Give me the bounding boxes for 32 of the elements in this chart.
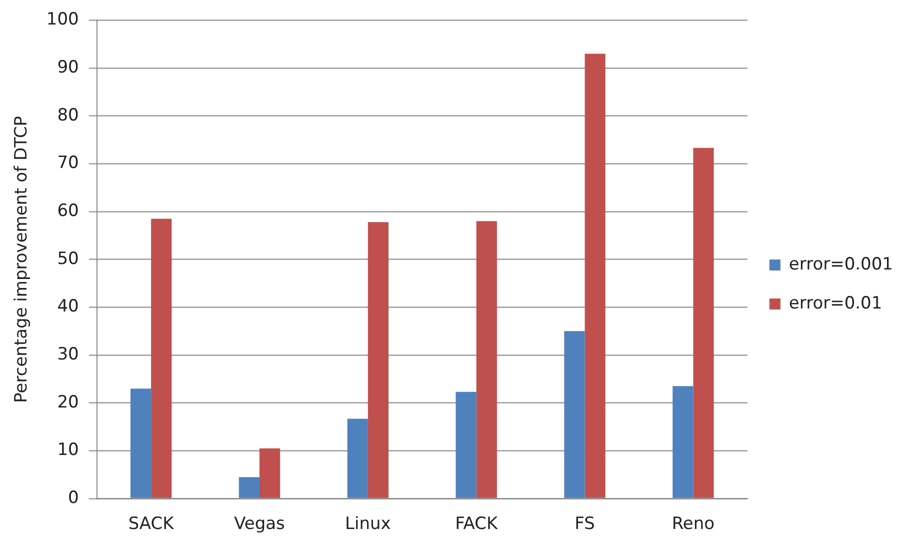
bar	[368, 222, 389, 498]
x-tick-label: Reno	[672, 514, 715, 534]
y-axis-title: Percentage improvement of DTCP	[12, 116, 32, 403]
bar	[151, 218, 172, 498]
x-tick-label: Linux	[345, 514, 391, 534]
y-tick-label: 10	[57, 440, 79, 460]
bar	[476, 221, 497, 498]
bar	[259, 448, 280, 498]
y-tick-label: 40	[57, 296, 79, 317]
y-tick-label: 70	[57, 153, 79, 174]
bar	[693, 148, 714, 498]
bar	[130, 388, 152, 498]
y-tick-label: 0	[68, 488, 79, 508]
bar	[672, 386, 694, 498]
y-tick-label: 100	[46, 10, 79, 30]
bar	[584, 54, 606, 498]
y-tick-label: 50	[57, 248, 79, 269]
y-tick-label: 20	[57, 392, 79, 412]
x-tick-label: Vegas	[234, 514, 286, 534]
legend-label: error=0.01	[788, 293, 882, 314]
x-tick-label: FS	[574, 514, 595, 534]
x-tick-label: FACK	[455, 514, 498, 534]
x-tick-label: SACK	[128, 514, 175, 534]
y-tick-label: 90	[57, 57, 79, 78]
bar	[456, 392, 476, 498]
y-tick-label: 80	[57, 105, 79, 126]
legend-label: error=0.001	[788, 254, 894, 274]
y-tick-label: 60	[57, 200, 79, 221]
y-tick-label: 30	[57, 344, 79, 364]
bar	[564, 331, 585, 498]
bar	[238, 477, 260, 498]
bar	[347, 418, 368, 498]
